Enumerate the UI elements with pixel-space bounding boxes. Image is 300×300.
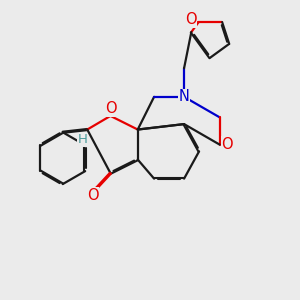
Text: O: O — [185, 12, 196, 27]
Text: O: O — [105, 101, 116, 116]
Text: O: O — [87, 188, 98, 203]
Text: N: N — [179, 89, 190, 104]
Text: O: O — [221, 137, 233, 152]
Text: H: H — [77, 134, 87, 146]
